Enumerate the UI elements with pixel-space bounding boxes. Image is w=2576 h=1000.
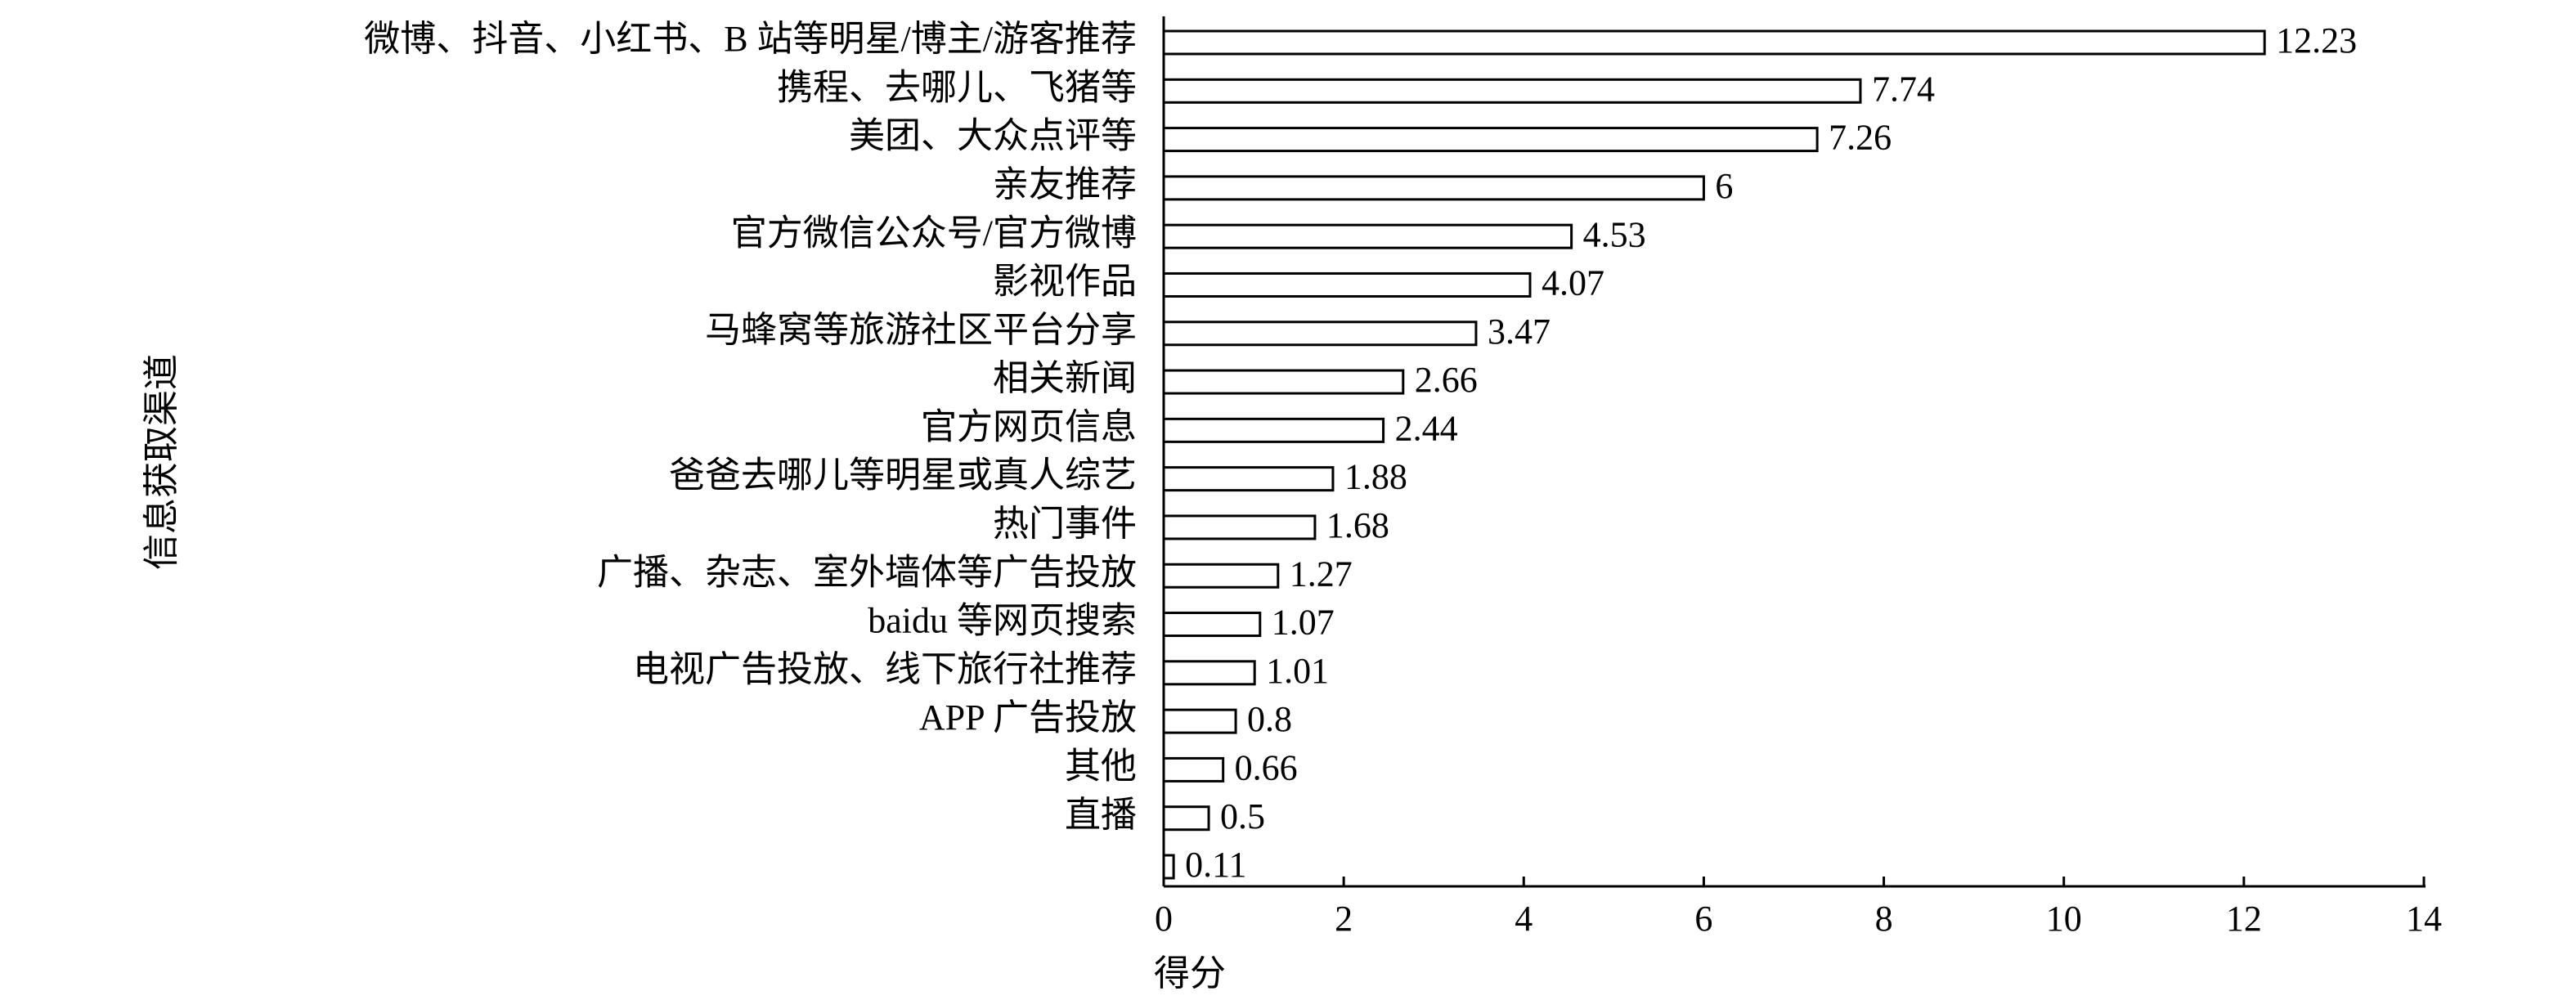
bar	[1162, 466, 1335, 492]
x-axis-label: 得分	[1154, 953, 1226, 993]
value-label: 1.01	[1266, 651, 1329, 691]
bar	[1162, 563, 1280, 589]
bar	[1162, 78, 1862, 104]
x-tick-label: 10	[2046, 899, 2082, 939]
value-label: 7.26	[1829, 118, 1892, 158]
y-tick-label: 携程、去哪儿、飞猪等	[777, 67, 1137, 107]
y-tick-label: 电视广告投放、线下旅行社推荐	[633, 649, 1137, 689]
x-tick-label: 8	[1875, 899, 1893, 939]
value-label: 0.8	[1247, 699, 1292, 739]
bar	[1162, 805, 1210, 832]
x-tick-label: 12	[2226, 899, 2262, 939]
y-tick-label: 官方网页信息	[921, 406, 1137, 446]
y-tick-label: 微博、抖音、小红书、B 站等明星/博主/游客推荐	[364, 19, 1137, 59]
bar	[1162, 175, 1705, 201]
value-label: 1.68	[1326, 505, 1389, 545]
bar	[1162, 223, 1573, 249]
bar	[1162, 612, 1262, 638]
value-label: 4.07	[1542, 263, 1604, 303]
bar	[1162, 29, 2266, 56]
x-tick-label: 4	[1515, 899, 1533, 939]
x-tick-label: 2	[1335, 899, 1353, 939]
bar	[1162, 854, 1175, 880]
value-label: 1.07	[1272, 603, 1335, 643]
bar	[1162, 271, 1532, 298]
bar	[1162, 756, 1225, 783]
value-label: 3.47	[1488, 312, 1551, 352]
value-label: 4.53	[1583, 214, 1646, 254]
y-tick-label: baidu 等网页搜索	[868, 601, 1137, 641]
value-label: 1.27	[1290, 554, 1353, 594]
y-tick-label: 直播	[1065, 795, 1137, 835]
y-tick-label: 马蜂窝等旅游社区平台分享	[705, 310, 1137, 350]
x-tick-label: 0	[1155, 899, 1173, 939]
y-tick-label: 影视作品	[993, 262, 1137, 302]
x-tick-label: 14	[2406, 899, 2442, 939]
y-tick-label: 官方微信公众号/官方微博	[731, 213, 1137, 253]
value-label: 0.11	[1185, 845, 1246, 885]
y-tick-label: APP 广告投放	[919, 697, 1137, 738]
value-label: 1.88	[1344, 457, 1407, 497]
bar	[1162, 127, 1819, 153]
bar	[1162, 417, 1385, 443]
y-tick-label: 亲友推荐	[993, 164, 1137, 204]
y-tick-label: 爸爸去哪儿等明星或真人综艺	[669, 455, 1137, 496]
value-label: 0.5	[1220, 796, 1265, 836]
value-label: 0.66	[1235, 748, 1298, 788]
y-tick-label: 广播、杂志、室外墙体等广告投放	[597, 552, 1137, 592]
y-tick-label: 其他	[1065, 747, 1137, 787]
bar	[1162, 321, 1478, 347]
bar	[1162, 369, 1405, 395]
bar	[1162, 660, 1256, 686]
value-label: 6	[1715, 166, 1733, 206]
value-label: 12.23	[2276, 20, 2357, 61]
bar	[1162, 514, 1317, 540]
x-tick-label: 6	[1694, 899, 1712, 939]
value-label: 2.66	[1415, 360, 1478, 400]
y-tick-label: 相关新闻	[993, 358, 1137, 398]
bar	[1162, 708, 1237, 734]
value-label: 7.74	[1872, 69, 1935, 109]
value-label: 2.44	[1395, 408, 1458, 448]
y-axis-label: 信息获取渠道	[141, 354, 182, 570]
y-tick-label: 热门事件	[993, 504, 1137, 544]
y-tick-label: 美团、大众点评等	[849, 116, 1137, 156]
